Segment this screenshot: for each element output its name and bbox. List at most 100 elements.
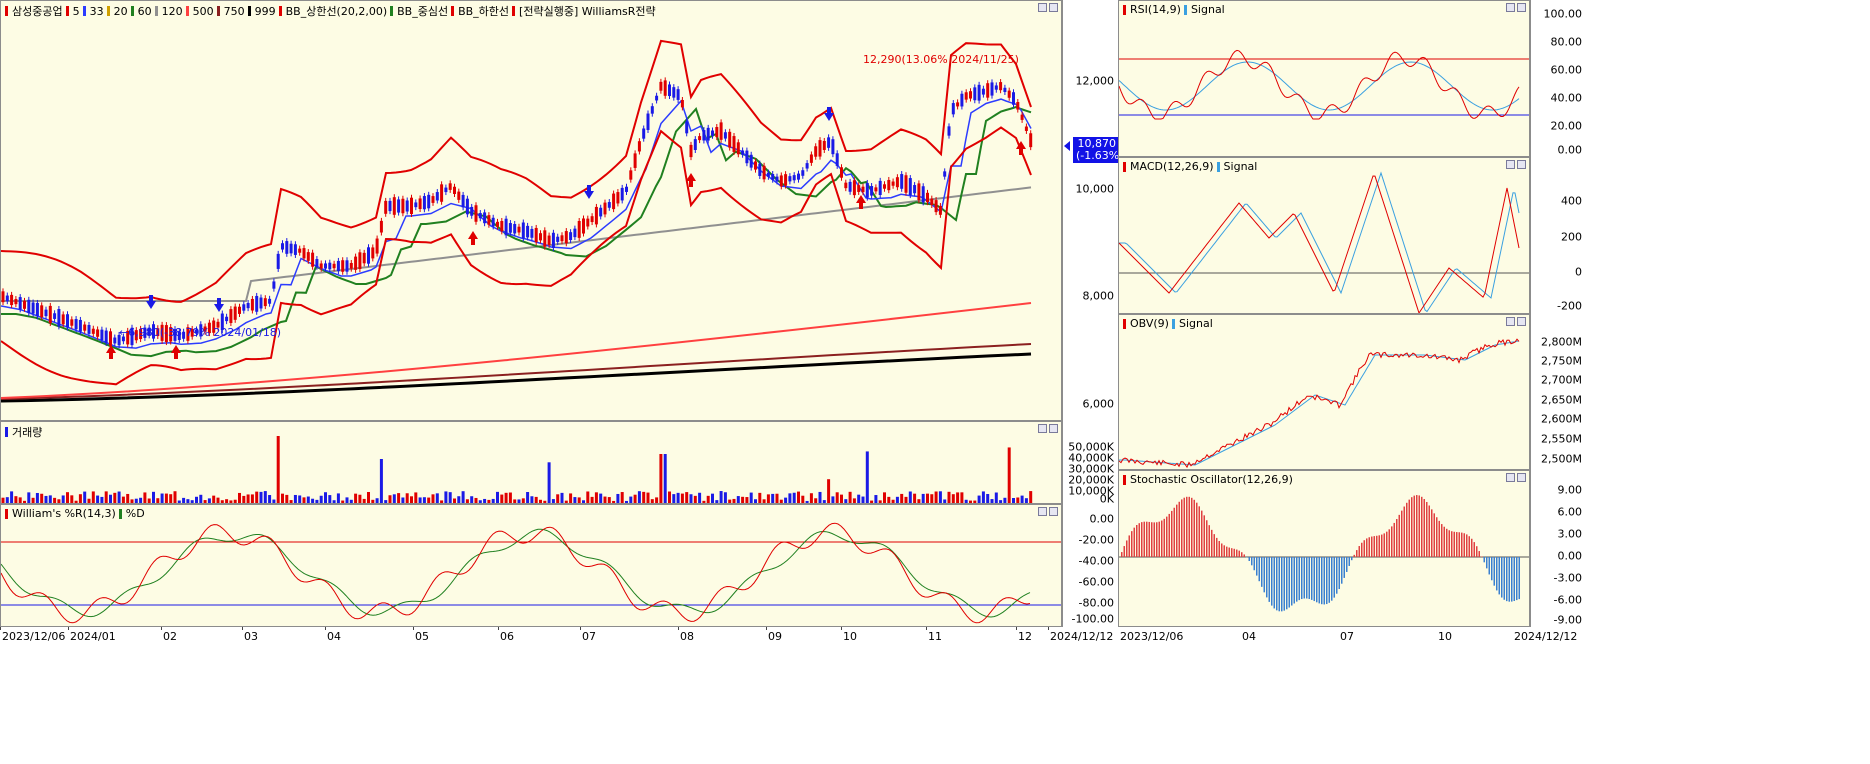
volume-bar	[139, 497, 143, 503]
volume-bar	[1020, 495, 1024, 503]
oscillator-bar	[1241, 552, 1243, 557]
legend-swatch	[1216, 161, 1220, 172]
pane-close-button[interactable]	[1049, 507, 1058, 516]
volume-bar	[814, 498, 818, 503]
candle-body	[14, 299, 18, 305]
current-price-marker-icon	[1064, 141, 1070, 151]
oscillator-bar	[1261, 557, 1263, 587]
candle-body	[268, 298, 272, 304]
oscillator-bar	[1288, 557, 1290, 608]
candle-body	[233, 306, 237, 320]
candle-body	[1024, 126, 1028, 131]
volume-bar	[164, 493, 168, 503]
oscillator-bar	[1151, 522, 1153, 557]
volume-bar	[711, 493, 714, 503]
candle-body	[461, 194, 465, 208]
legend-item: 33	[89, 4, 104, 18]
oscillator-bar	[1428, 505, 1430, 557]
candle-body	[999, 82, 1003, 91]
oscillator-bar	[1401, 510, 1403, 557]
pane-restore-button[interactable]	[1506, 473, 1515, 482]
y-label: 20.00	[1550, 119, 1583, 133]
candle-body	[1003, 87, 1007, 92]
candle-body	[921, 186, 925, 203]
pane-restore-button[interactable]	[1038, 3, 1047, 12]
candle-body	[83, 324, 87, 331]
stochastic-pane[interactable]: Stochastic Oscillator(12,26,9)	[1118, 470, 1530, 627]
pane-close-button[interactable]	[1049, 424, 1058, 433]
main-price-pane[interactable]: 삼성중공업 5 33 20 60 120 500 750 999 BB_상한선(20,2,00) B…	[0, 0, 1062, 421]
volume-bar	[835, 492, 839, 503]
candle-body	[367, 247, 370, 264]
obv-pane[interactable]: OBV(9) Signal	[1118, 314, 1530, 470]
volume-bar	[48, 495, 52, 503]
volume-pane[interactable]: 거래량	[0, 421, 1062, 504]
y-label: 10,000K	[1068, 484, 1114, 498]
oscillator-bar	[1376, 535, 1378, 557]
pane-restore-button[interactable]	[1506, 3, 1515, 12]
volume-bar	[956, 492, 960, 503]
oscillator-bar	[1336, 557, 1338, 594]
volume-bar	[607, 497, 611, 503]
oscillator-bar	[1196, 502, 1198, 557]
pane-close-button[interactable]	[1517, 160, 1526, 169]
pane-close-button[interactable]	[1517, 473, 1526, 482]
candle-body	[809, 154, 813, 163]
candle-body	[246, 303, 250, 309]
candle-body	[655, 95, 659, 101]
candle-body	[87, 324, 91, 334]
oscillator-bar	[1123, 546, 1125, 557]
volume-bar	[61, 495, 65, 503]
pane-restore-button[interactable]	[1506, 160, 1515, 169]
candle-body	[113, 337, 117, 344]
volume-bar	[504, 492, 508, 503]
volume-bar	[405, 493, 409, 503]
oscillator-bar	[1181, 499, 1183, 557]
macd-pane[interactable]: MACD(12,26,9) Signal	[1118, 157, 1530, 314]
candle-body	[943, 171, 947, 177]
oscillator-bar	[1338, 557, 1340, 590]
volume-bar	[904, 496, 908, 503]
candle-body	[1016, 102, 1020, 110]
volume-bar	[18, 497, 22, 503]
y-label: 0.00	[1089, 512, 1115, 526]
candle-body	[784, 174, 788, 186]
macd-signal-line	[1119, 171, 1520, 313]
volume-bar	[96, 495, 100, 503]
volume-bar	[934, 491, 938, 503]
candle-body	[801, 170, 805, 176]
williams-pane[interactable]: William's %R(14,3) %D	[0, 504, 1062, 627]
obv-title: OBV(9)	[1130, 317, 1169, 330]
volume-bar	[431, 494, 435, 503]
volume-bar	[685, 492, 689, 503]
candle-body	[969, 91, 972, 99]
pane-restore-button[interactable]	[1506, 317, 1515, 326]
pane-close-button[interactable]	[1049, 3, 1058, 12]
candle-body	[324, 263, 327, 269]
volume-bar	[324, 492, 327, 503]
pane-close-button[interactable]	[1517, 3, 1526, 12]
candle-body	[994, 85, 998, 90]
rsi-pane[interactable]: RSI(14,9) Signal	[1118, 0, 1530, 157]
y-label: 0.00	[1557, 549, 1583, 563]
candle-body	[31, 302, 35, 314]
volume-bar	[754, 499, 757, 503]
pane-close-button[interactable]	[1517, 317, 1526, 326]
oscillator-bar	[1496, 557, 1498, 591]
candle-body	[891, 181, 895, 186]
volume-bar	[113, 492, 117, 503]
volume-bar	[762, 499, 766, 503]
oscillator-bar	[1326, 557, 1328, 605]
oscillator-bar	[1491, 557, 1493, 581]
pane-restore-button[interactable]	[1038, 424, 1047, 433]
candle-body	[104, 330, 108, 344]
volume-bar	[367, 491, 370, 503]
volume-bar	[1029, 491, 1033, 503]
y-label: -100.00	[1071, 612, 1114, 626]
volume-bar	[994, 492, 998, 503]
candle-body	[66, 314, 69, 328]
x-tick	[678, 627, 679, 630]
obv-signal: Signal	[1178, 317, 1213, 330]
volume-bar	[1012, 497, 1015, 503]
pane-restore-button[interactable]	[1038, 507, 1047, 516]
